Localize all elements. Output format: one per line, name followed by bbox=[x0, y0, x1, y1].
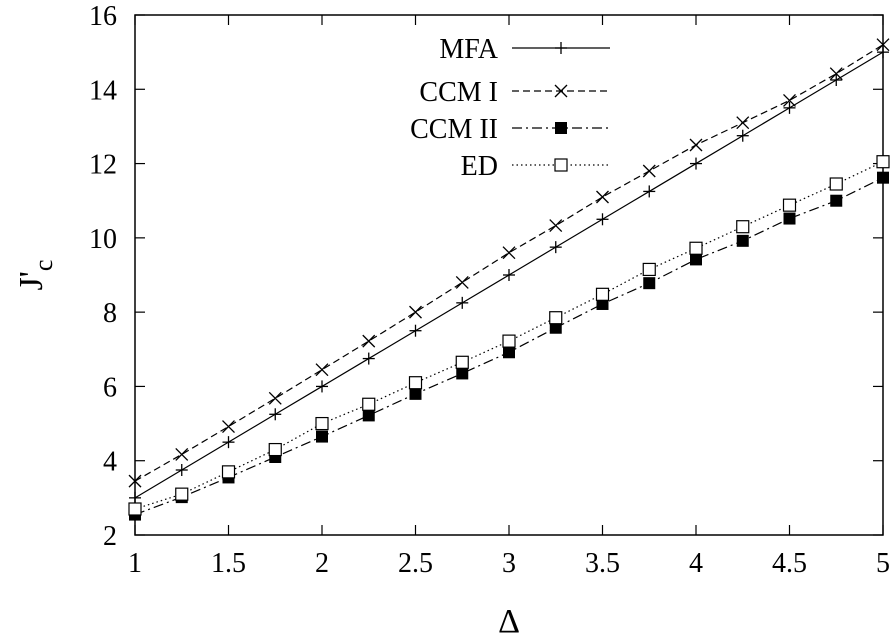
data-point-ed bbox=[268, 442, 282, 457]
y-axis-label-sub: c bbox=[29, 260, 58, 272]
data-point-ccm-i bbox=[596, 190, 609, 204]
series-markers bbox=[128, 38, 890, 521]
x-tick-label: 5 bbox=[876, 548, 890, 579]
y-tick-label: 2 bbox=[103, 521, 117, 552]
data-point-ed bbox=[408, 376, 423, 390]
data-point-ccm-ii bbox=[503, 346, 515, 359]
x-tick-label: 2 bbox=[315, 548, 329, 579]
data-point-ccm-i bbox=[689, 138, 703, 152]
data-point-ed bbox=[876, 155, 890, 169]
y-tick-label: 12 bbox=[89, 150, 117, 181]
data-point-ccm-ii bbox=[643, 277, 656, 290]
data-point-ccm-ii bbox=[877, 171, 889, 184]
data-point-ccm-i bbox=[175, 447, 189, 461]
data-point-ed bbox=[549, 311, 563, 325]
data-point-ccm-i bbox=[455, 275, 469, 289]
data-point-ccm-i bbox=[549, 219, 563, 233]
data-point-ccm-ii bbox=[596, 297, 609, 310]
data-point-ed bbox=[782, 198, 797, 212]
legend: MFA CCM I CCM II ED bbox=[410, 34, 610, 182]
data-point-ed bbox=[221, 465, 236, 479]
data-point-ccm-ii bbox=[316, 430, 328, 443]
data-point-mfa bbox=[456, 296, 469, 309]
data-point-ccm-i bbox=[642, 164, 656, 178]
x-tick-label: 4 bbox=[689, 548, 703, 579]
data-point-ccm-i bbox=[315, 363, 329, 377]
data-point-ed bbox=[642, 262, 656, 277]
legend-label: ED bbox=[461, 151, 498, 182]
data-point-ed bbox=[595, 287, 610, 301]
data-point-mfa bbox=[316, 380, 328, 393]
data-point-ccm-i bbox=[829, 67, 843, 81]
legend-marker bbox=[554, 84, 568, 98]
data-point-mfa bbox=[129, 491, 141, 504]
data-point-mfa bbox=[596, 213, 609, 226]
data-point-ccm-ii bbox=[409, 387, 422, 400]
data-point-ccm-i bbox=[362, 334, 376, 348]
data-point-ed bbox=[315, 416, 329, 431]
data-point-mfa bbox=[362, 352, 375, 365]
axis-ticks bbox=[134, 14, 884, 536]
data-point-mfa bbox=[690, 157, 702, 170]
legend-label: CCM II bbox=[410, 114, 498, 145]
legend-label: CCM I bbox=[419, 77, 498, 108]
data-point-ed bbox=[502, 334, 516, 348]
data-point-mfa bbox=[877, 46, 889, 59]
y-tick-label: 6 bbox=[103, 372, 117, 403]
y-axis-label-main: J' bbox=[13, 271, 50, 290]
data-point-mfa bbox=[222, 436, 235, 449]
data-point-ccm-i bbox=[783, 93, 796, 107]
legend-label: MFA bbox=[439, 34, 498, 65]
y-axis-label: J'c bbox=[13, 260, 58, 291]
x-tick-label: 2.5 bbox=[398, 548, 433, 579]
data-point-mfa bbox=[409, 324, 422, 337]
data-point-ccm-i bbox=[502, 246, 516, 260]
data-point-ed bbox=[736, 220, 750, 234]
y-tick-label: 16 bbox=[89, 1, 117, 32]
x-tick-label: 4.5 bbox=[772, 548, 807, 579]
data-point-mfa bbox=[783, 101, 796, 114]
data-point-ed bbox=[128, 502, 142, 516]
data-point-ccm-i bbox=[128, 474, 142, 488]
legend-marker bbox=[554, 158, 568, 172]
data-point-mfa bbox=[643, 185, 656, 198]
data-point-ccm-i bbox=[409, 305, 422, 319]
data-point-ccm-i bbox=[222, 420, 235, 434]
data-point-mfa bbox=[830, 74, 843, 86]
x-tick-label: 1.5 bbox=[211, 548, 246, 579]
y-tick-label: 10 bbox=[89, 224, 117, 255]
data-point-ed bbox=[455, 355, 469, 369]
data-point-ccm-ii bbox=[456, 367, 469, 380]
legend-marker bbox=[555, 42, 567, 54]
data-point-ccm-i bbox=[268, 391, 282, 405]
data-point-ccm-ii bbox=[549, 321, 562, 334]
data-point-ccm-ii bbox=[690, 253, 702, 266]
data-point-ed bbox=[175, 487, 189, 501]
data-point-mfa bbox=[549, 241, 562, 254]
data-point-ccm-ii bbox=[736, 234, 749, 247]
legend-marker bbox=[555, 122, 567, 134]
data-point-ed bbox=[829, 177, 843, 191]
data-point-ccm-ii bbox=[783, 212, 796, 225]
data-point-mfa bbox=[269, 408, 282, 421]
data-point-ed bbox=[362, 397, 376, 411]
x-axis-label: Δ bbox=[498, 603, 520, 639]
data-point-ccm-i bbox=[736, 116, 750, 130]
data-point-ed bbox=[689, 241, 703, 255]
series-line-ccm-i bbox=[134, 44, 884, 482]
data-point-mfa bbox=[503, 269, 515, 281]
y-tick-label: 8 bbox=[103, 298, 117, 329]
tick-labels: 1 1.5 2 2.5 3 3.5 4 4.5 5 2 4 6 8 10 12 14 16 bbox=[89, 1, 890, 579]
data-point-mfa bbox=[175, 464, 188, 476]
data-point-ccm-ii bbox=[830, 194, 843, 207]
data-point-mfa bbox=[736, 129, 749, 142]
data-point-ccm-ii bbox=[362, 409, 375, 422]
y-tick-label: 14 bbox=[89, 75, 117, 106]
x-tick-label: 3 bbox=[502, 548, 516, 579]
y-tick-label: 4 bbox=[103, 447, 117, 478]
data-point-ccm-i bbox=[876, 38, 890, 52]
x-tick-label: 3.5 bbox=[585, 548, 620, 579]
x-tick-label: 1 bbox=[128, 548, 142, 579]
